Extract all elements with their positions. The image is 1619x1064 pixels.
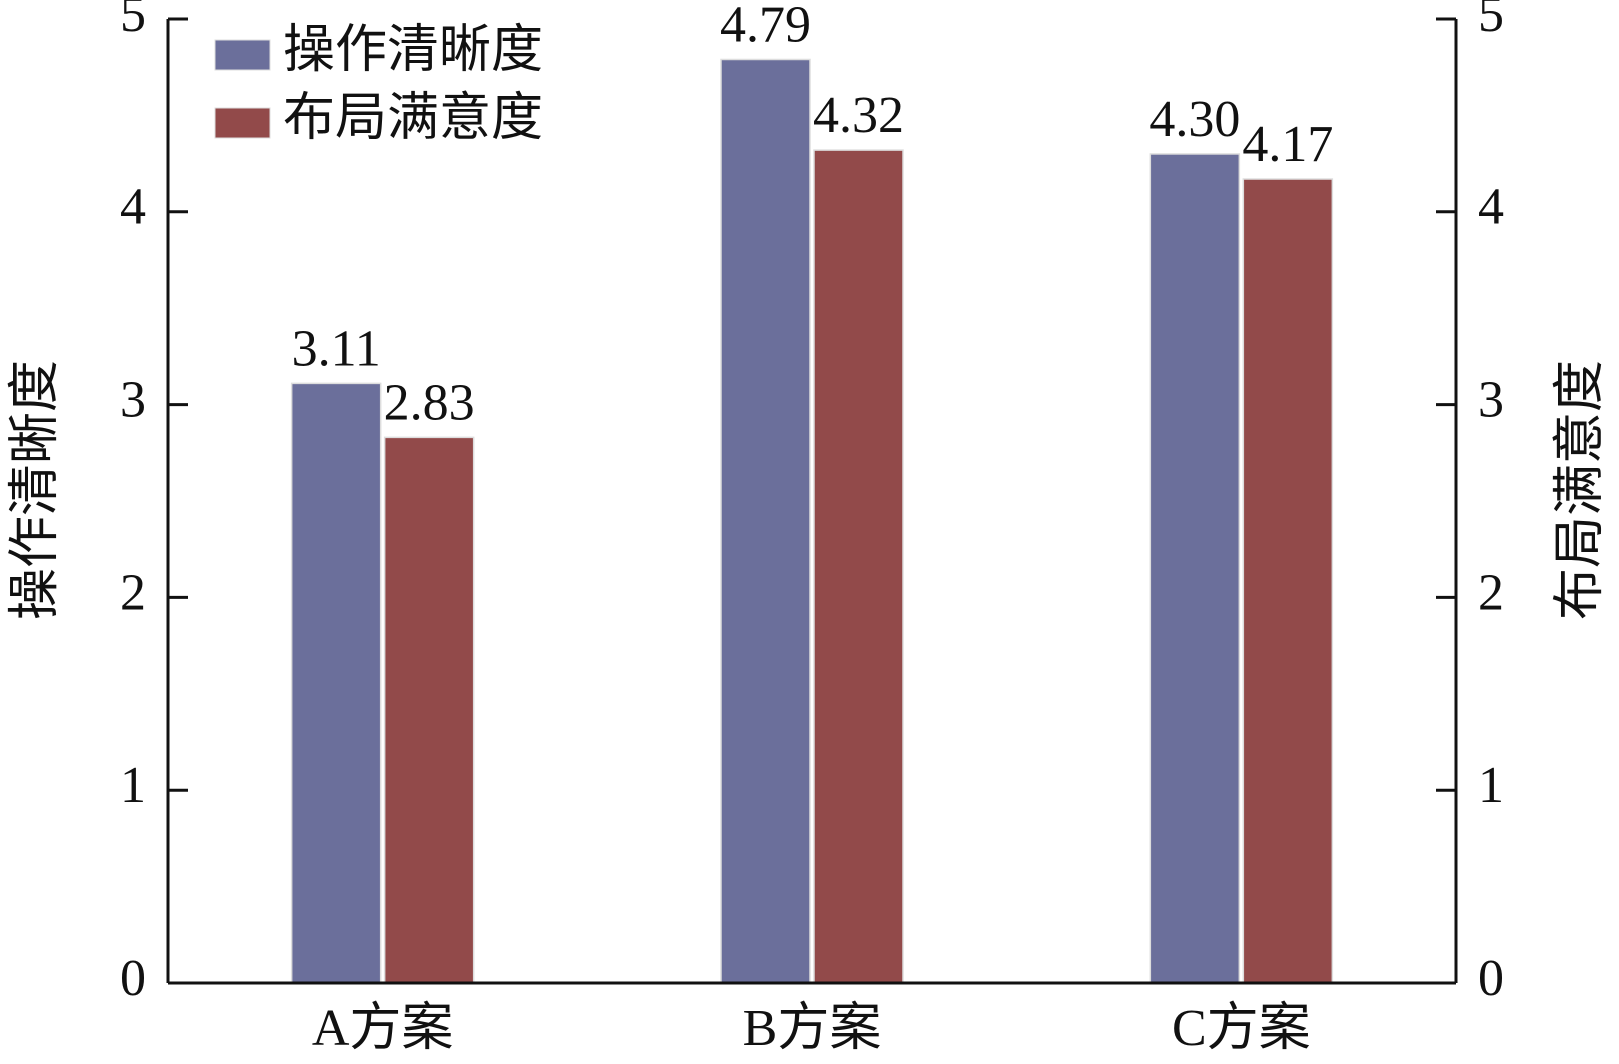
y2-tick-label: 1 [1478, 757, 1504, 814]
data-label: 4.79 [720, 0, 811, 53]
y2-tick-label: 2 [1478, 564, 1504, 621]
y-tick-label: 4 [120, 179, 146, 236]
bar [1242, 178, 1334, 984]
bar [383, 436, 475, 984]
data-label: 2.83 [384, 374, 475, 431]
y-tick-label: 1 [120, 757, 146, 814]
data-label: 3.11 [292, 320, 381, 377]
y-tick-label: 2 [120, 564, 146, 621]
legend-label: 布局满意度 [283, 90, 543, 147]
bar [1149, 153, 1241, 984]
legend-swatch [214, 107, 271, 139]
y-tick-label: 3 [120, 372, 146, 429]
x-tick-label: A方案 [312, 1000, 454, 1057]
bar [813, 149, 904, 984]
x-tick-label: B方案 [743, 1000, 882, 1057]
y2-tick-label: 0 [1478, 950, 1504, 1007]
y-axis-label: 操作清晰度 [7, 360, 64, 620]
data-label: 4.17 [1242, 116, 1333, 173]
x-tick-label: C方案 [1172, 1000, 1311, 1057]
y2-tick-label: 5 [1478, 0, 1504, 43]
data-label: 4.32 [813, 87, 904, 144]
y2-tick-label: 4 [1478, 179, 1504, 236]
bar [720, 58, 811, 984]
y2-tick-label: 3 [1478, 372, 1504, 429]
legend-label: 操作清晰度 [283, 22, 543, 79]
y-tick-label: 5 [120, 0, 146, 43]
legend-swatch [214, 39, 271, 71]
data-label: 4.30 [1149, 91, 1240, 148]
y-tick-label: 0 [120, 950, 146, 1007]
bar [290, 382, 382, 984]
y2-axis-label: 布局满意度 [1552, 360, 1609, 620]
